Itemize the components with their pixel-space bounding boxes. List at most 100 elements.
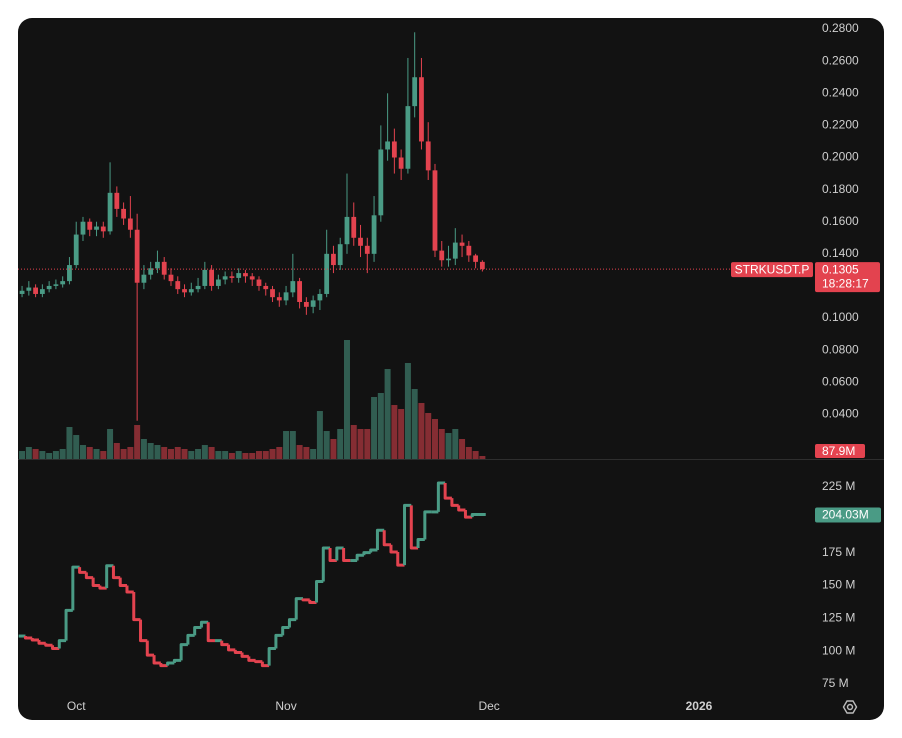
volume-bar (195, 449, 202, 459)
oi-step (247, 656, 256, 662)
panel (18, 18, 884, 720)
candle-body (398, 157, 404, 169)
oi-step (281, 625, 290, 636)
volume-bar (289, 431, 296, 459)
candle-body (385, 141, 390, 150)
y-tick-label: 0.0800 (822, 342, 859, 356)
volume-bar (147, 442, 154, 459)
candle-body (222, 276, 228, 280)
oi-step (416, 538, 425, 549)
x-tick-label: Nov (275, 699, 296, 713)
oi-step (159, 662, 168, 668)
candle-body (39, 289, 45, 294)
symbol-label: STRKUSDT.P (735, 262, 810, 276)
oi-step (369, 548, 378, 553)
oi-step (308, 599, 317, 605)
oi-step (254, 660, 263, 664)
y-tick-label: 75 M (822, 676, 849, 690)
candle-body (310, 300, 316, 307)
oi-step (375, 528, 385, 551)
oi-step (260, 661, 270, 668)
candle-body (141, 274, 147, 283)
volume-bar (249, 452, 256, 459)
x-tick-label: Dec (478, 699, 499, 713)
volume-bar (398, 409, 405, 459)
oi-step (294, 597, 303, 620)
oi-step (389, 544, 398, 554)
oi-step (145, 640, 155, 657)
volume-bar (242, 452, 249, 459)
volume-bar (404, 363, 411, 459)
candle-body (80, 221, 86, 235)
candle-body (168, 274, 174, 282)
volume-bar (330, 439, 337, 459)
candle-body (479, 261, 485, 270)
candle-body (94, 226, 99, 230)
y-tick-label: 0.1400 (822, 246, 859, 260)
candle-body (263, 285, 269, 290)
oi-step (470, 513, 479, 518)
oi-step (30, 638, 39, 642)
candle-body (73, 234, 79, 266)
price-badge-bg (815, 262, 880, 293)
candle-body (175, 281, 181, 290)
y-tick-label: 0.2600 (822, 53, 859, 67)
candle-body (67, 265, 72, 282)
oi-step (57, 639, 67, 649)
candle-body (155, 261, 160, 269)
volume-bar (140, 439, 147, 459)
volume-bar (472, 451, 479, 459)
candle-body (121, 208, 126, 219)
oi-step (132, 592, 141, 622)
volume-bar (161, 446, 168, 459)
candle-body (100, 226, 106, 232)
oi-step (179, 643, 188, 661)
volume-bar (384, 369, 391, 459)
settings-icon[interactable] (842, 700, 858, 714)
volume-bar (431, 419, 438, 459)
volume-bar (377, 392, 384, 459)
candle-body (107, 192, 113, 232)
volume-bar (107, 429, 114, 459)
oi-step (403, 503, 412, 566)
y-tick-label: 0.0600 (822, 374, 859, 388)
countdown-label: 18:28:17 (822, 276, 869, 290)
volume-bar (479, 456, 486, 459)
volume-bar (79, 445, 86, 459)
volume-label: 87.9M (822, 444, 855, 458)
oi-step (301, 598, 310, 602)
y-tick-label: 0.1000 (822, 310, 859, 324)
candle-body (229, 276, 235, 278)
volume-bar (228, 452, 235, 459)
candle-body (188, 289, 194, 293)
candle-body (466, 245, 472, 256)
oi-step (274, 633, 283, 649)
candle-body (127, 218, 133, 230)
oi-step (71, 565, 80, 611)
volume-bar (337, 429, 344, 459)
volume-bar (303, 446, 310, 459)
y-tick-label: 100 M (822, 643, 855, 657)
volume-bar (127, 446, 134, 459)
volume-bar (215, 451, 222, 459)
oi-step (342, 548, 351, 563)
candle-body (331, 253, 336, 266)
candle-body (446, 258, 451, 261)
candle-body (134, 229, 140, 283)
volume-bar (52, 451, 59, 459)
y-tick-label: 0.1800 (822, 182, 859, 196)
candle-body (283, 292, 289, 301)
volume-badge-bg (815, 444, 865, 458)
candle-body (473, 255, 478, 262)
candle-body (182, 289, 187, 293)
y-tick-label: 0.2200 (822, 118, 859, 132)
volume-bar (167, 449, 174, 459)
candle-body (358, 237, 363, 246)
oi-step (105, 564, 114, 589)
candle-body (432, 170, 438, 251)
candle-body (60, 281, 66, 285)
volume-bar (59, 449, 66, 459)
oi-step (233, 649, 243, 654)
oi-step (321, 546, 331, 582)
